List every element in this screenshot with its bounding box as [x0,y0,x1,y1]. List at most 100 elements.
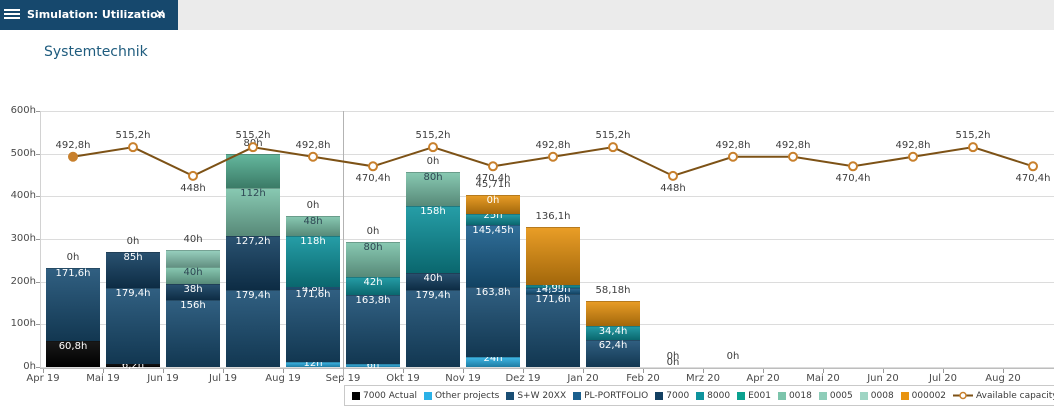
bar-segment[interactable] [286,361,340,367]
legend-item-8000[interactable]: 8000 [696,391,730,401]
bar-segment[interactable] [106,251,160,288]
capacity-point[interactable] [1028,161,1038,172]
legend-swatch [696,391,705,400]
bar-segment[interactable] [406,171,460,206]
bar-segment[interactable] [526,227,580,286]
chart-legend: 7000 Actual Other projects S+W 20XX PL-PORT… [344,385,1054,406]
legend-label: 000002 [911,390,947,401]
y-axis-tick [36,239,40,240]
bar-segment[interactable] [166,300,220,367]
legend-swatch [777,391,786,400]
y-axis-label: 200h [10,276,36,287]
x-axis-label: Jan 20 [567,373,599,384]
capacity-value-label: 470,4h [835,173,871,185]
bar-top-label: 0h [66,251,80,263]
y-gridline [40,367,1054,368]
bar-segment[interactable] [166,267,220,285]
bar-segment[interactable] [106,287,160,365]
bar-segment[interactable] [586,300,640,326]
legend-swatch [423,391,432,400]
legend-item-0005[interactable]: 0005 [818,390,853,401]
capacity-point[interactable] [368,161,378,172]
legend-item-pl-portfolio[interactable]: PL-PORTFOLIO [573,391,648,401]
x-axis-tick [883,369,884,373]
bar-segment[interactable] [106,364,160,367]
bar-segment[interactable] [226,290,280,367]
bar-segment[interactable] [406,205,460,274]
bar-segment[interactable] [226,236,280,291]
bar-segment[interactable] [286,286,340,289]
capacity-value-label: 448h [180,182,206,194]
legend-item-7000-actual[interactable]: 7000 Actual [352,391,417,401]
capacity-point[interactable] [428,142,438,153]
capacity-point[interactable] [248,142,258,153]
bar-top-label: 0h [306,199,320,211]
y-axis-tick [36,111,40,112]
bar-segment[interactable] [466,286,520,357]
bar-segment[interactable] [346,364,400,367]
bar-segment[interactable] [526,293,580,367]
bar-segment[interactable] [166,250,220,268]
bar-segment[interactable] [346,276,400,295]
bar-segment[interactable] [526,285,580,288]
bar-segment[interactable] [586,325,640,341]
bar-segment[interactable] [346,294,400,365]
bar-segment[interactable] [466,356,520,367]
bar-segment[interactable] [466,224,520,287]
legend-label: 0005 [829,390,853,401]
x-axis-label: Feb 20 [626,373,660,384]
bar-segment[interactable] [466,214,520,225]
capacity-point[interactable] [668,170,678,181]
bar-segment[interactable] [226,188,280,237]
legend-label: PL-PORTFOLIO [584,390,649,401]
bar-segment[interactable] [346,242,400,277]
bar-segment[interactable] [286,215,340,237]
legend-item-0018[interactable]: 0018 [777,391,812,401]
bar-segment[interactable] [406,290,460,367]
bar-segment[interactable] [46,341,100,367]
capacity-point[interactable] [968,142,978,153]
bar-segment[interactable] [46,267,100,342]
legend-item-e001[interactable]: E001 [737,391,771,401]
legend-item-7000[interactable]: 7000 [655,391,689,401]
bar-segment[interactable] [286,288,340,362]
legend-swatch [818,391,827,400]
x-axis-label: Jun 20 [867,373,899,384]
y-gridline [40,196,1054,197]
legend-item-s-w-20xx[interactable]: S+W 20XX [506,391,566,401]
capacity-point[interactable] [608,142,618,153]
x-axis-label: Dez 19 [505,373,541,384]
legend-item-0008[interactable]: 0008 [859,391,894,401]
capacity-point[interactable] [488,161,498,172]
bar-segment[interactable] [526,287,580,294]
bar-top-label: 58,18h [595,284,631,296]
capacity-value-label: 470,4h [355,173,391,185]
x-axis-tick [523,369,524,373]
bar-segment[interactable] [406,273,460,291]
capacity-value-label: 515,2h [415,130,451,142]
capacity-value-label: 470,4h [1015,173,1051,185]
legend-label: 7000 [666,390,690,401]
capacity-point[interactable] [188,170,198,181]
legend-swatch [737,391,746,400]
legend-item-other-projects[interactable]: Other projects [423,391,499,401]
hamburger-menu-icon[interactable] [4,9,20,21]
bar-top-label: 0h [126,235,140,247]
capacity-value-label: 492,8h [895,139,931,151]
legend-item-available-capacity[interactable]: Available capacity [953,391,1054,401]
bar-segment[interactable] [226,154,280,189]
legend-item-000002[interactable]: 000002 [900,390,947,401]
tab-simulation-utilization[interactable]: Simulation: Utilization ✕ [0,0,178,30]
bar-segment[interactable] [466,194,520,215]
bar-segment[interactable] [286,236,340,287]
bar-segment[interactable] [586,340,640,367]
capacity-point[interactable] [848,161,858,172]
tab-close-icon[interactable]: ✕ [155,7,166,21]
x-axis-label: Okt 19 [386,373,420,384]
bar-segment[interactable] [166,284,220,301]
x-axis-label: Mai 20 [806,373,840,384]
legend-label: 8000 [707,390,731,401]
capacity-value-label: 492,8h [715,139,751,151]
capacity-value-label: 492,8h [295,139,331,151]
capacity-point[interactable] [128,142,138,153]
